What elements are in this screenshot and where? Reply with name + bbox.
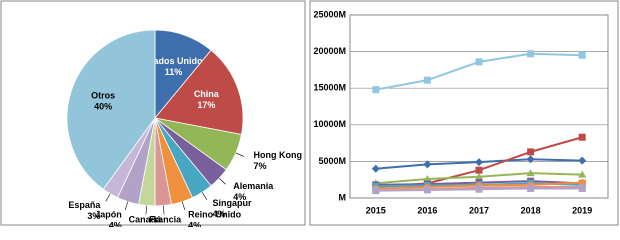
slice-label: Canadá bbox=[129, 214, 163, 224]
y-tick-label: 15000M bbox=[313, 83, 346, 93]
y-tick-label: M bbox=[339, 192, 347, 202]
pie-slice bbox=[154, 49, 244, 135]
marker bbox=[527, 148, 535, 156]
marker bbox=[578, 170, 587, 178]
marker bbox=[526, 169, 535, 177]
x-tick-label: 2017 bbox=[469, 205, 489, 215]
slice-label: Alemania bbox=[233, 181, 274, 191]
slice-label: Hong Kong bbox=[254, 150, 303, 160]
slice-value: 4% bbox=[109, 220, 122, 227]
marker bbox=[423, 76, 431, 84]
marker bbox=[578, 156, 587, 165]
slice-value: 4% bbox=[233, 192, 246, 202]
slice-value: 3% bbox=[87, 211, 100, 221]
marker bbox=[371, 164, 380, 173]
y-tick-label: 25000M bbox=[313, 9, 346, 19]
leader-line bbox=[124, 201, 129, 211]
y-tick-label: 20000M bbox=[313, 46, 346, 56]
line-panel bbox=[309, 0, 619, 226]
marker bbox=[423, 160, 432, 169]
marker bbox=[475, 58, 483, 66]
slice-value: 4% bbox=[188, 220, 201, 227]
marker bbox=[527, 184, 535, 192]
y-tick-label: 5000M bbox=[318, 156, 346, 166]
slice-label: Estados Unidos bbox=[139, 56, 207, 66]
leader-line bbox=[218, 178, 226, 185]
marker bbox=[578, 51, 586, 59]
slice-value: 3% bbox=[159, 225, 172, 227]
x-tick-label: 2018 bbox=[521, 205, 541, 215]
marker bbox=[527, 50, 535, 58]
slice-label: Reino Unido bbox=[188, 209, 241, 219]
marker bbox=[578, 184, 586, 192]
slice-label: Francia bbox=[149, 214, 182, 224]
slice-value: 17% bbox=[197, 100, 215, 110]
marker bbox=[372, 86, 380, 94]
slice-value: 4% bbox=[213, 209, 226, 219]
slice-value: 3% bbox=[138, 225, 151, 227]
marker bbox=[423, 186, 431, 194]
pie-slice bbox=[66, 29, 156, 190]
slice-label: Singapur bbox=[213, 198, 252, 208]
slice-label: España bbox=[68, 200, 101, 210]
marker bbox=[475, 185, 483, 193]
slice-label: China bbox=[194, 89, 220, 99]
x-tick-label: 2016 bbox=[417, 205, 437, 215]
x-tick-label: 2015 bbox=[366, 205, 386, 215]
leader-line bbox=[105, 193, 111, 202]
leader-line bbox=[145, 205, 148, 215]
leader-line bbox=[181, 201, 186, 211]
marker bbox=[578, 133, 586, 141]
slice-value: 40% bbox=[94, 102, 112, 112]
slice-value: 11% bbox=[165, 67, 183, 77]
marker bbox=[372, 187, 380, 195]
leader-line bbox=[162, 205, 165, 215]
x-tick-label: 2019 bbox=[572, 205, 592, 215]
slice-label: Japón bbox=[95, 209, 122, 219]
marker bbox=[475, 172, 483, 180]
marker bbox=[475, 158, 483, 167]
marker bbox=[423, 174, 432, 182]
slice-value: 7% bbox=[254, 161, 267, 171]
marker bbox=[475, 166, 483, 174]
marker bbox=[526, 155, 535, 164]
y-tick-label: 10000M bbox=[313, 119, 346, 129]
leader-line bbox=[201, 192, 208, 200]
leader-line bbox=[235, 152, 244, 157]
slice-label: Otros bbox=[91, 91, 115, 101]
